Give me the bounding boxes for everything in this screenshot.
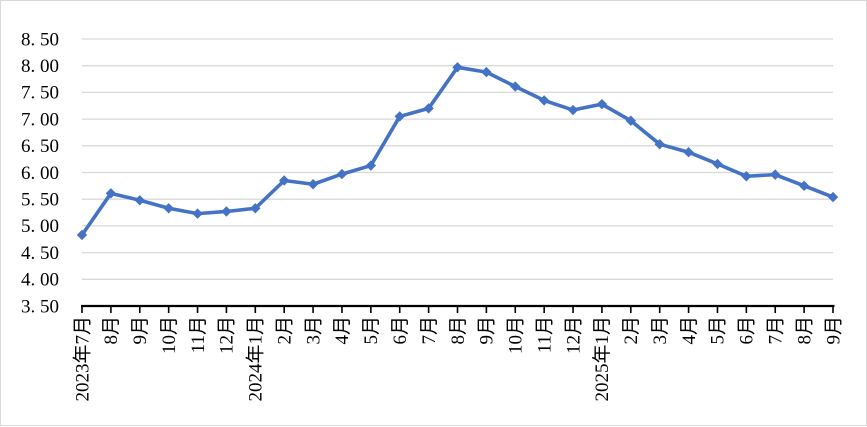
x-axis-tick-label: 11月 (188, 316, 209, 353)
x-axis-tick-label: 2月 (274, 316, 295, 345)
x-axis-tick-label: 5月 (361, 316, 382, 345)
x-axis-tick-label: 3月 (303, 316, 324, 345)
data-point-markers (76, 62, 839, 241)
data-point-marker (365, 160, 377, 171)
data-point-marker (336, 168, 348, 180)
data-point-marker (712, 158, 723, 170)
data-point-marker (221, 206, 232, 217)
data-point-marker (105, 188, 117, 199)
x-axis-tick-label: 10月 (506, 316, 527, 354)
y-axis-tick-label: 4. 50 (21, 243, 59, 264)
data-point-marker (741, 171, 752, 182)
data-point-marker (250, 203, 261, 214)
data-point-marker (596, 98, 608, 110)
x-axis-tick-label: 7月 (419, 316, 440, 345)
y-axis-tick-label: 5. 50 (21, 189, 59, 210)
x-axis-tick-label: 4月 (332, 316, 353, 345)
data-point-marker (394, 111, 405, 122)
x-axis-tick-label: 6月 (390, 316, 411, 345)
data-point-marker (76, 229, 88, 241)
y-axis-tick-label: 7. 50 (21, 83, 59, 104)
y-axis-tick-label: 3. 50 (21, 296, 59, 317)
x-axis-tick-label: 9月 (130, 316, 151, 345)
data-point-marker (827, 191, 839, 203)
data-point-marker (278, 175, 290, 186)
y-axis-labels: 3. 50 4. 00 4. 50 5. 00 5. 50 6. 00 6. 50 7. 00… (21, 29, 59, 317)
x-axis-tick-label: 3月 (650, 316, 671, 345)
x-axis-tick-label: 12月 (563, 316, 584, 354)
data-point-marker (770, 169, 781, 180)
x-axis-tick-label: 8月 (448, 316, 469, 345)
x-axis-tick-label: 2024年1月 (245, 316, 267, 402)
x-axis-tick-label: 12月 (217, 316, 238, 354)
data-point-marker (452, 62, 463, 73)
x-axis-labels: 2023年7月 8月 9月 10月 11月 12月 2024年1月 2月 3月 4月 5月 6月 7月 8… (71, 316, 844, 402)
data-point-marker (654, 138, 665, 150)
x-axis-tick-label: 8月 (101, 316, 122, 345)
y-axis-tick-label: 4. 00 (21, 270, 59, 291)
x-axis-ticks (81, 307, 834, 313)
data-point-marker (567, 104, 579, 116)
gridlines (82, 38, 833, 280)
data-point-marker (683, 147, 694, 158)
x-axis-tick-label: 2023年7月 (71, 316, 93, 402)
data-point-marker (423, 103, 434, 114)
data-point-marker (798, 180, 810, 192)
data-point-marker (538, 95, 550, 106)
data-point-marker (134, 195, 145, 206)
y-axis-tick-label: 8. 00 (21, 56, 59, 77)
data-point-marker (625, 115, 637, 126)
y-axis-tick-label: 6. 50 (21, 136, 59, 157)
x-axis-tick-label: 8月 (794, 316, 815, 345)
data-point-marker (510, 81, 521, 92)
data-point-marker (307, 179, 319, 190)
x-axis-tick-label: 9月 (823, 316, 844, 345)
x-axis-tick-label: 2月 (621, 316, 642, 345)
x-axis-tick-label: 7月 (766, 316, 787, 345)
y-axis-tick-label: 8. 50 (21, 29, 59, 50)
data-point-marker (192, 208, 203, 219)
x-axis-tick-label: 10月 (159, 316, 180, 354)
x-axis-tick-label: 5月 (708, 316, 729, 345)
y-axis-tick-label: 6. 00 (21, 163, 59, 184)
data-point-marker (481, 66, 492, 78)
y-axis-tick-label: 5. 00 (21, 216, 59, 237)
y-axis-tick-label: 7. 00 (21, 109, 59, 130)
x-axis-tick-label: 4月 (679, 316, 700, 345)
x-axis-tick-label: 6月 (737, 316, 758, 345)
data-point-marker (163, 203, 174, 214)
x-axis-tick-label: 9月 (477, 316, 498, 345)
x-axis-tick-label: 2025年1月 (591, 316, 613, 402)
x-axis-tick-label: 11月 (534, 316, 555, 353)
